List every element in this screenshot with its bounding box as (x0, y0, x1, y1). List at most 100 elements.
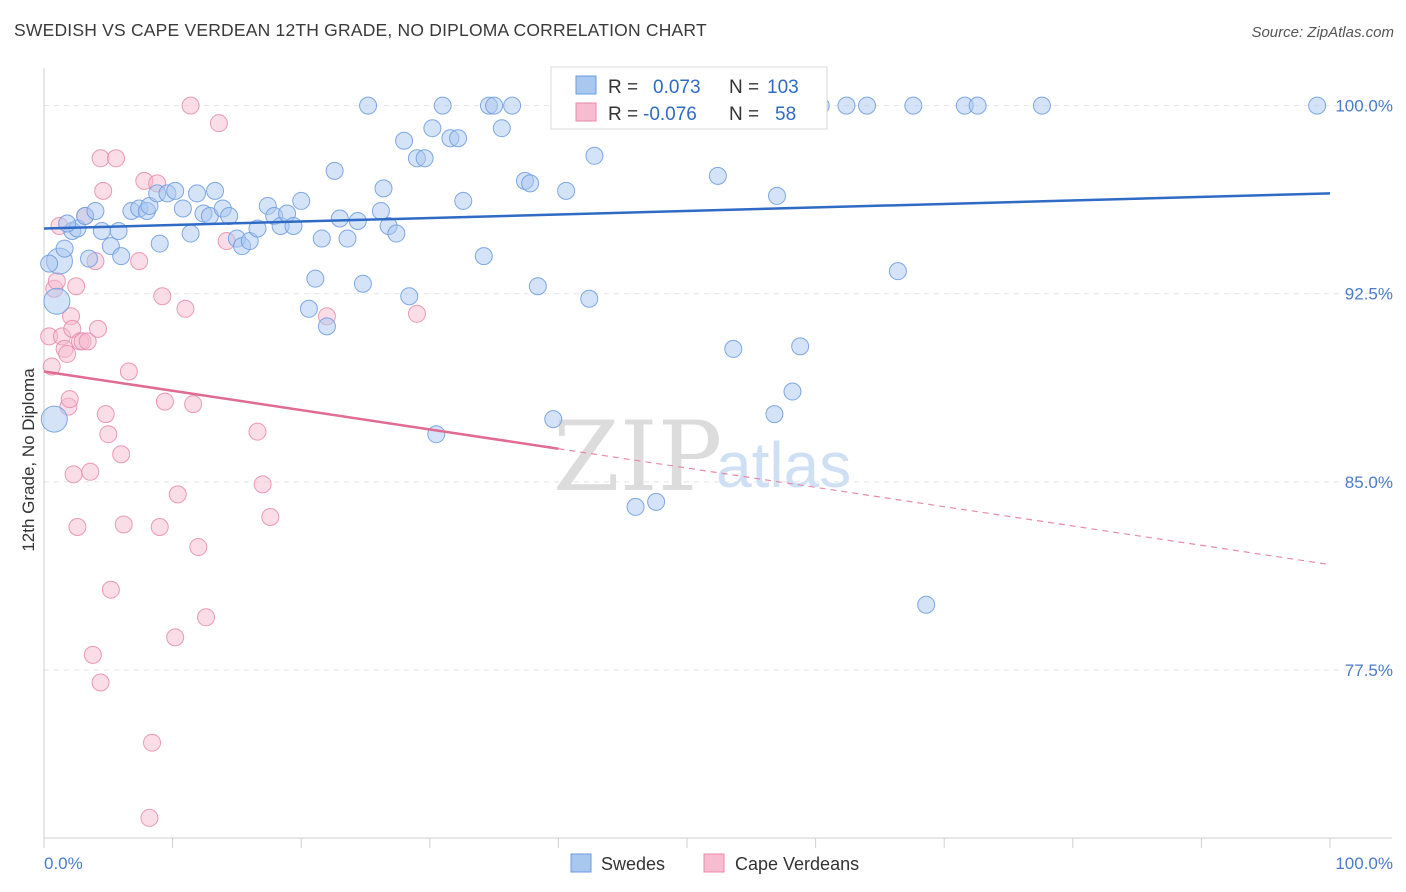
cape-verdean-point (81, 462, 100, 481)
bottom-legend-label-cape-verdeans: Cape Verdeans (735, 854, 859, 874)
swede-point (492, 119, 511, 138)
chart-source: Source: ZipAtlas.com (1251, 24, 1394, 41)
y-tick-label-0: 77.5% (1345, 661, 1393, 680)
cape-verdean-point (96, 405, 115, 424)
cape-verdean-point (119, 362, 138, 381)
cape-verdean-point (253, 475, 272, 494)
cape-verdean-point (153, 287, 172, 306)
swede-point (248, 219, 267, 238)
swede-point (40, 405, 68, 433)
legend-swatch-swedes-border (575, 75, 597, 95)
swede-point (292, 191, 311, 210)
swede-point (968, 96, 987, 115)
cape-verdean-point (67, 277, 86, 296)
swede-point (474, 247, 493, 266)
cape-verdean-point (184, 395, 203, 414)
axes (43, 68, 1392, 848)
swede-point (433, 96, 452, 115)
swede-point (485, 96, 504, 115)
swede-point (58, 214, 77, 233)
swede-point (188, 184, 207, 203)
cape-verdean-point (407, 304, 426, 323)
cape-verdean-point (64, 465, 83, 484)
swede-point (647, 492, 666, 511)
swede-point (765, 405, 784, 424)
watermark-atlas: atlas (716, 429, 851, 501)
cape-verdeans-trend-line (43, 370, 559, 450)
swede-point (374, 179, 393, 198)
swede-point (585, 146, 604, 165)
gridlines (44, 105, 1392, 671)
legend-r-label-cape-verdeans: R = (608, 104, 638, 125)
watermark: ZIP atlas (553, 401, 851, 513)
swede-point (528, 277, 547, 296)
cape-verdean-point (168, 485, 187, 504)
swedes-points (40, 96, 1327, 614)
swede-point (92, 222, 111, 241)
swede-point (330, 209, 349, 228)
swede-point (626, 497, 645, 516)
swede-point (173, 199, 192, 218)
swede-point (449, 129, 468, 148)
swede-point (791, 337, 810, 356)
cape-verdean-point (197, 608, 216, 627)
swede-point (917, 595, 936, 614)
swede-point (423, 119, 442, 138)
bottom-legend-swatch-cape-verdeans (704, 854, 724, 872)
legend-n-label-swedes: N = (729, 77, 759, 98)
cape-verdean-point (99, 425, 118, 444)
swede-point (1308, 96, 1327, 115)
swedes-trend-line (43, 192, 1331, 230)
cape-verdean-point (130, 252, 149, 271)
trend-lines (43, 192, 1331, 566)
swede-point (325, 161, 344, 180)
y-tick-labels: 77.5% 85.0% 92.5% 100.0% (1335, 97, 1393, 680)
legend-box (550, 66, 828, 130)
watermark-zip: ZIP (553, 401, 722, 513)
cape-verdean-point (68, 517, 87, 536)
swede-point (724, 339, 743, 358)
cape-verdean-point (89, 319, 108, 338)
swede-point (1032, 96, 1051, 115)
cape-verdean-point (101, 580, 120, 599)
y-tick-label-3: 100.0% (1335, 97, 1393, 116)
swede-point (521, 174, 540, 193)
swede-point (708, 166, 727, 185)
swede-point (112, 247, 131, 266)
swede-point (220, 206, 239, 225)
swede-point (904, 96, 923, 115)
chart-title: SWEDISH VS CAPE VERDEAN 12TH GRADE, NO D… (14, 20, 707, 40)
swede-point (306, 269, 325, 288)
swede-point (40, 254, 59, 273)
legend-r-value-cape-verdeans: -0.076 (643, 104, 697, 125)
cape-verdean-point (114, 515, 133, 534)
swede-point (55, 239, 74, 258)
cape-verdean-point (166, 628, 185, 647)
swede-point (395, 131, 414, 150)
swede-point (353, 274, 372, 293)
cape-verdean-point (181, 96, 200, 115)
swede-point (837, 96, 856, 115)
bottom-legend-swatch-cape-verdeans-border (703, 853, 725, 873)
legend-swatch-cape-verdeans (576, 103, 596, 121)
swede-point (43, 287, 71, 315)
legend-r-value-swedes: 0.073 (653, 77, 701, 98)
swede-point (454, 191, 473, 210)
cape-verdean-point (112, 445, 131, 464)
bottom-legend-swatch-swedes-border (570, 853, 592, 873)
cape-verdean-point (189, 538, 208, 557)
y-tick-label-2: 92.5% (1345, 285, 1393, 304)
swede-point (166, 181, 185, 200)
cape-verdean-point (91, 149, 110, 168)
swede-point (400, 287, 419, 306)
cape-verdean-point (143, 733, 162, 752)
y-axis-label: 12th Grade, No Diploma (19, 368, 38, 552)
cape-verdean-point (42, 357, 61, 376)
swede-point (312, 229, 331, 248)
swede-point (580, 289, 599, 308)
swede-point (284, 217, 303, 236)
swede-point (858, 96, 877, 115)
cape-verdean-point (261, 507, 280, 526)
legend-swatch-swedes (576, 76, 596, 94)
swede-point (387, 224, 406, 243)
